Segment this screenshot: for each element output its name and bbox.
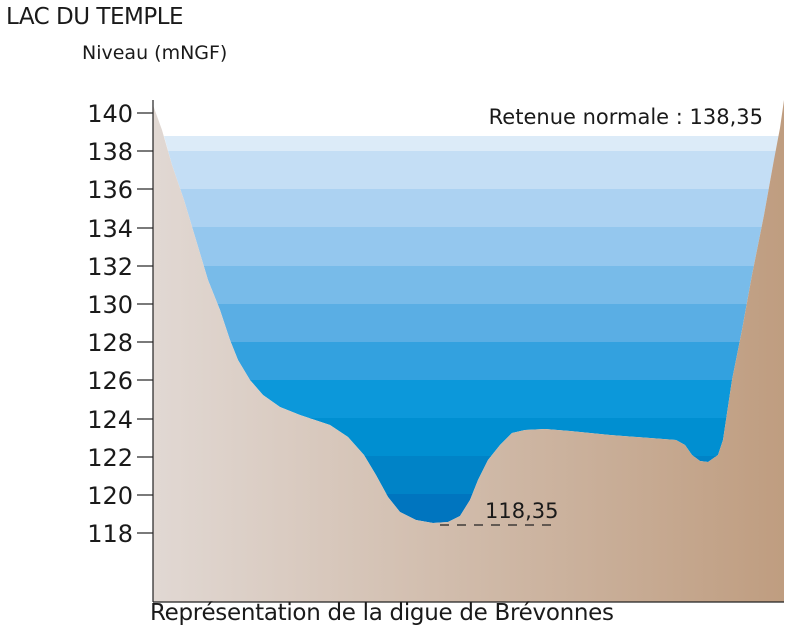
tick-label: 124: [87, 406, 133, 434]
normal-level-label: Retenue normale : 138,35: [489, 105, 763, 129]
tick-label: 128: [87, 329, 133, 357]
tick-label: 126: [87, 367, 133, 395]
water-body: [164, 136, 780, 523]
diagram-title: LAC DU TEMPLE: [6, 4, 184, 30]
tick-label: 136: [87, 176, 133, 204]
tick-label: 140: [87, 100, 133, 128]
lakebed-ground: [153, 100, 784, 602]
diagram-caption: Représentation de la digue de Brévonnes: [150, 600, 614, 626]
tick-label: 134: [87, 215, 133, 243]
tick-label: 120: [87, 482, 133, 510]
tick-label: 122: [87, 444, 133, 472]
tick-label: 132: [87, 253, 133, 281]
tick-label: 138: [87, 138, 133, 166]
tick-label: 130: [87, 291, 133, 319]
axis-unit-label: Niveau (mNGF): [82, 42, 228, 64]
y-axis-ticks: [137, 112, 153, 534]
bottom-level-label: 118,35: [485, 499, 558, 523]
tick-label: 118: [87, 520, 133, 548]
y-axis-tick-labels: 140 138 136 134 132 130 128 126 124 122 …: [87, 100, 133, 548]
